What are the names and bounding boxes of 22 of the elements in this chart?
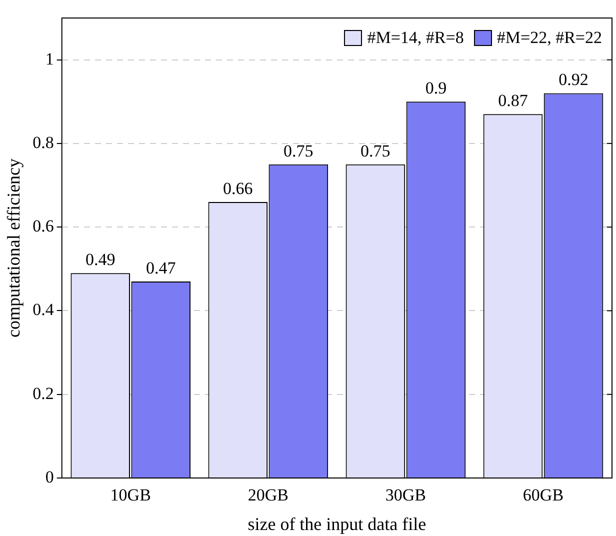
data-label: 0.75: [284, 141, 314, 160]
y-tick-label: 1: [45, 49, 54, 68]
data-label: 0.87: [498, 91, 528, 110]
legend-label: #M=22, #R=22: [496, 28, 602, 48]
data-label: 0.9: [425, 78, 447, 98]
data-label: 0.92: [558, 70, 588, 90]
legend-label: #M=14, #R=8: [367, 28, 464, 48]
x-tick-label: 60GB: [522, 486, 564, 505]
y-axis-title: computational efficiency: [4, 158, 24, 338]
x-axis-title: size of the input data file: [248, 514, 426, 534]
y-tick-label: 0.8: [32, 132, 54, 152]
y-tick-label: 0.2: [32, 384, 54, 403]
data-label: 0.47: [146, 258, 176, 278]
data-label: 0.66: [223, 178, 253, 198]
data-label: 0.75: [360, 141, 390, 160]
y-tick-label: 0.4: [32, 300, 54, 320]
x-tick-label: 10GB: [110, 486, 151, 505]
y-tick-label: 0: [45, 467, 54, 486]
y-tick-label: 0.6: [32, 216, 54, 236]
data-label: 0.49: [85, 250, 116, 270]
x-tick-label: 30GB: [385, 486, 426, 505]
x-tick-label: 20GB: [248, 486, 288, 505]
